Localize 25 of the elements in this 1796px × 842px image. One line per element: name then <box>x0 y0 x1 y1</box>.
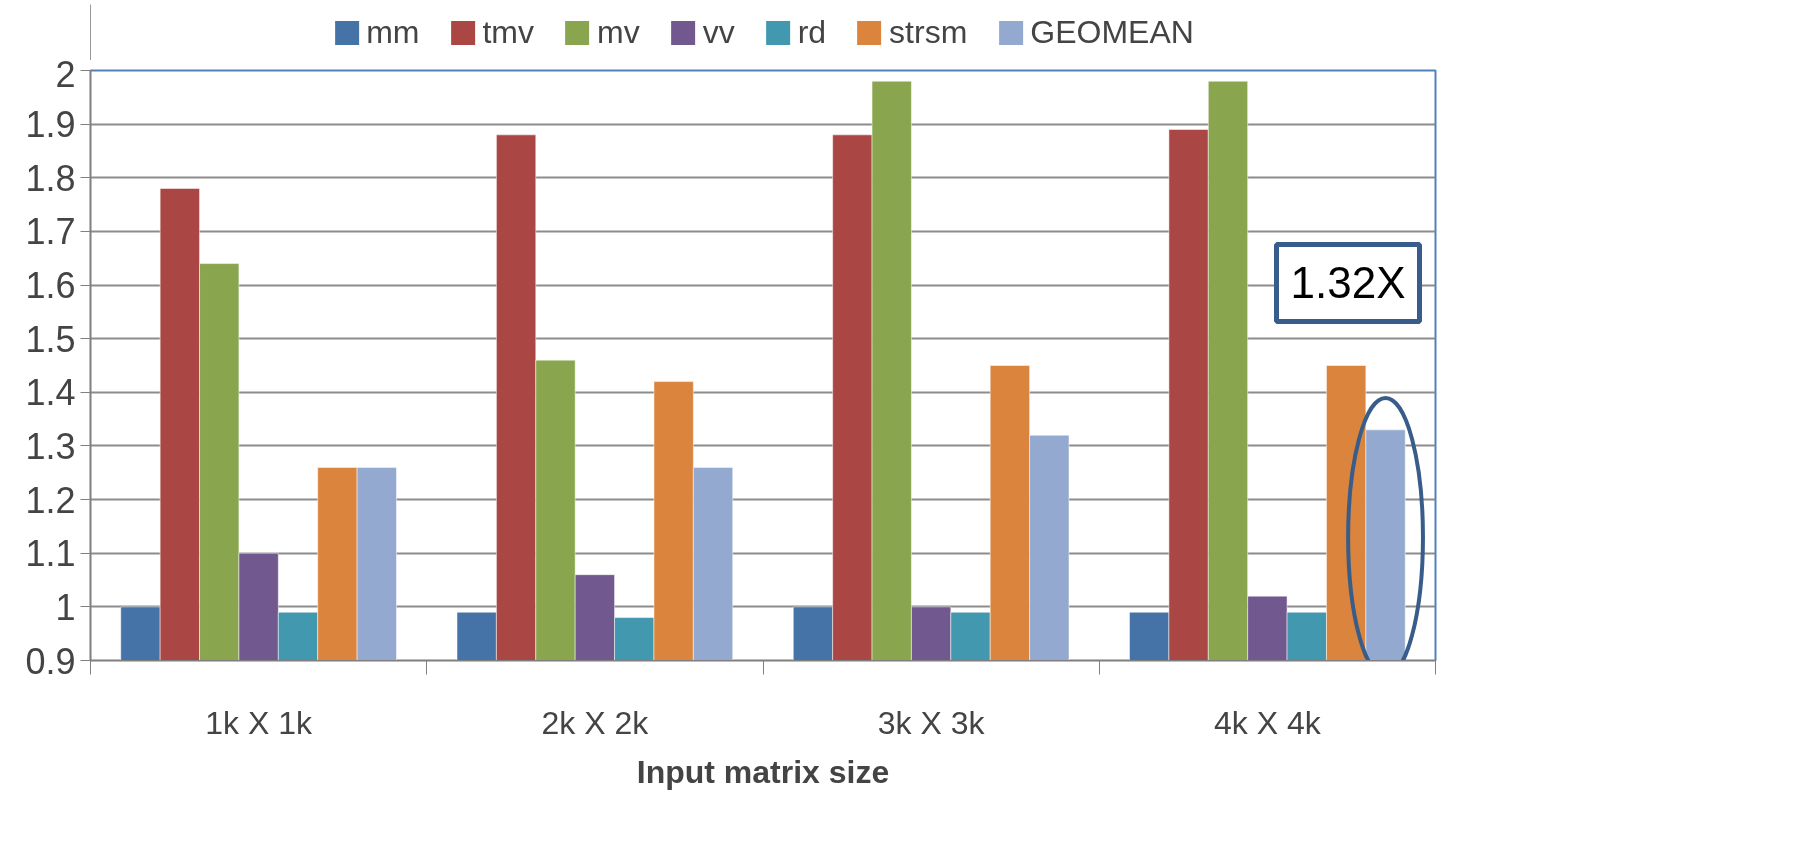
legend-label: GEOMEAN <box>1030 13 1194 51</box>
legend-label: tmv <box>482 13 534 51</box>
y-tick-label: 1 <box>55 586 76 628</box>
x-axis-title: Input matrix size <box>636 753 890 790</box>
x-tick-label: 3k X 3k <box>877 704 986 741</box>
y-tick-label: 0.9 <box>25 640 76 682</box>
legend-label: strsm <box>889 13 968 51</box>
y-tick-label: 1.3 <box>25 425 76 467</box>
y-tick-label: 1.8 <box>25 157 76 199</box>
y-tick-label: 1.1 <box>25 533 76 575</box>
y-tick-label: 1.6 <box>25 265 76 307</box>
legend-label: rd <box>797 13 827 51</box>
y-tick-label: 1.9 <box>25 104 76 146</box>
annotation: 1.32X <box>1290 258 1406 308</box>
legend-label: vv <box>702 13 735 51</box>
y-tick-label: 1.7 <box>25 211 76 253</box>
y-tick-label: 1.5 <box>25 318 76 360</box>
x-tick-label: 1k X 1k <box>205 704 313 741</box>
x-tick-label: 2k X 2k <box>541 704 650 741</box>
y-tick-label: 2 <box>55 53 76 95</box>
x-tick-label: 4k X 4k <box>1214 704 1322 741</box>
legend-label: mm <box>366 13 420 51</box>
y-tick-label: 1.4 <box>25 372 76 414</box>
legend-label: mv <box>596 13 640 51</box>
y-tick-label: 1.2 <box>25 479 76 521</box>
